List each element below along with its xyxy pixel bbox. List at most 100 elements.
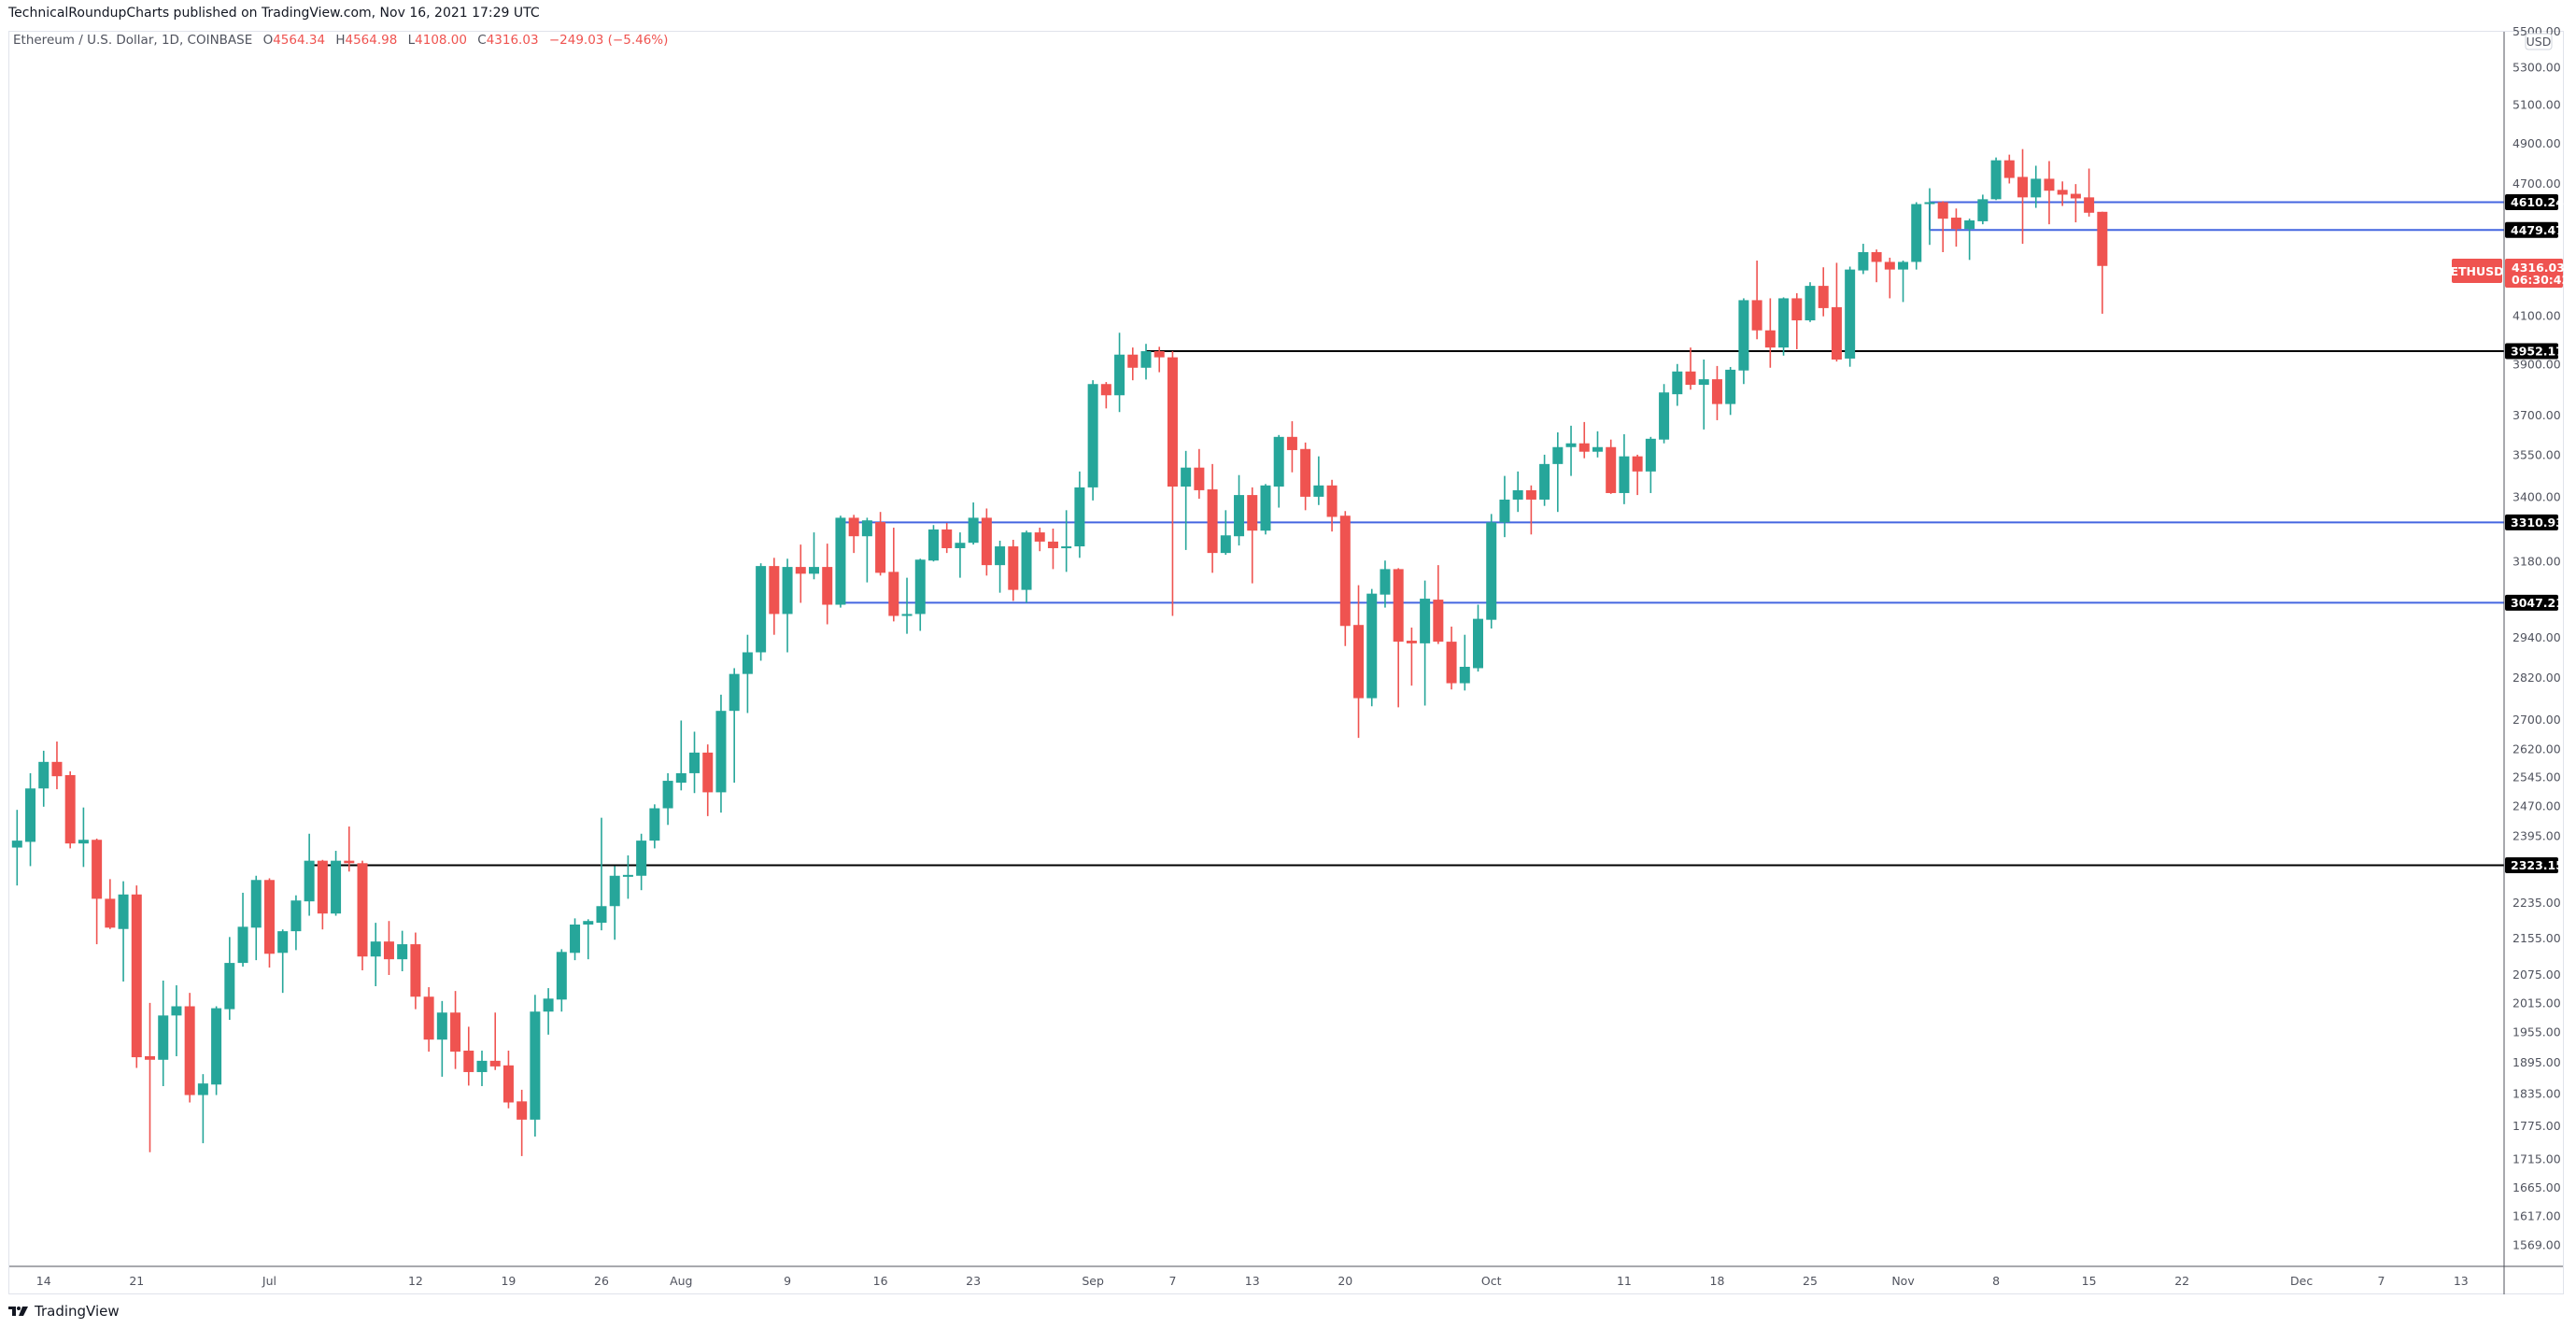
candle-body bbox=[2084, 197, 2095, 213]
candle-bullish bbox=[1672, 363, 1683, 406]
time-tick-label: 7 bbox=[2377, 1274, 2385, 1288]
candle-body bbox=[1339, 516, 1351, 627]
candle-body bbox=[583, 921, 594, 925]
candle-bullish bbox=[756, 563, 767, 661]
candle-bullish bbox=[1234, 474, 1245, 546]
candle-bearish bbox=[2097, 211, 2108, 314]
level-price-label: 2323.15 bbox=[2505, 856, 2564, 873]
time-tick-label: 11 bbox=[1617, 1274, 1632, 1288]
candle-body bbox=[1100, 384, 1111, 396]
candle-bullish bbox=[1273, 434, 1284, 508]
price-tick-label: 3400.00 bbox=[2512, 489, 2561, 503]
candle-body bbox=[530, 1011, 541, 1120]
time-tick-label: 23 bbox=[966, 1274, 981, 1288]
candle-bullish bbox=[1087, 380, 1098, 501]
candle-bearish bbox=[1207, 463, 1218, 573]
candle-body bbox=[436, 1012, 447, 1040]
candle-bearish bbox=[1167, 351, 1178, 616]
ohlc-legend: Ethereum / U.S. Dollar, 1D, COINBASE O45… bbox=[13, 33, 668, 48]
candle-bearish bbox=[1632, 454, 1643, 496]
price-tick-label: 2940.00 bbox=[2512, 630, 2561, 644]
candle-body bbox=[1353, 625, 1365, 699]
horizontal-levels bbox=[309, 201, 2504, 867]
candle-bearish bbox=[1791, 292, 1803, 349]
candle-bullish bbox=[237, 892, 248, 968]
candle-bearish bbox=[1286, 421, 1297, 473]
candle-body bbox=[1911, 204, 1922, 262]
candle-body bbox=[197, 1083, 208, 1095]
candle-bullish bbox=[861, 517, 872, 583]
time-tick-label: Aug bbox=[670, 1274, 692, 1288]
candle-body bbox=[476, 1060, 488, 1072]
time-tick-label: Jul bbox=[262, 1274, 276, 1288]
candle-bearish bbox=[51, 742, 63, 790]
price-tick-label: 1955.00 bbox=[2512, 1025, 2561, 1039]
candle-body bbox=[64, 774, 76, 844]
candle-body bbox=[1898, 261, 1909, 270]
candle-body bbox=[1167, 357, 1178, 487]
usd-currency-badge[interactable]: USD bbox=[2525, 33, 2553, 50]
candle-bearish bbox=[1818, 267, 1829, 317]
candle-body bbox=[570, 924, 581, 954]
candle-body bbox=[1154, 351, 1165, 358]
candle-bullish bbox=[675, 720, 686, 791]
candle-body bbox=[1698, 379, 1709, 386]
candle-bullish bbox=[78, 807, 89, 868]
candle-body bbox=[277, 931, 289, 954]
candle-bullish bbox=[1659, 384, 1670, 444]
tradingview-logo[interactable]: TradingView bbox=[8, 1303, 120, 1320]
candle-bullish bbox=[1140, 344, 1152, 380]
candle-body bbox=[861, 520, 872, 537]
candle-bullish bbox=[729, 668, 740, 784]
candle-body bbox=[1764, 330, 1776, 348]
time-tick-label: 8 bbox=[1992, 1274, 2000, 1288]
candle-bullish bbox=[1619, 433, 1630, 504]
price-axis[interactable]: 5500.005300.005100.004900.004700.004100.… bbox=[2512, 24, 2561, 1251]
candle-body bbox=[1565, 443, 1577, 447]
candle-bearish bbox=[2003, 154, 2015, 184]
candle-body bbox=[1725, 369, 1736, 404]
candle-body bbox=[702, 752, 714, 793]
candle-body bbox=[331, 860, 342, 914]
candle-bullish bbox=[397, 930, 408, 972]
time-tick-label: 15 bbox=[2082, 1274, 2097, 1288]
candle-bullish bbox=[901, 577, 913, 634]
candle-bullish bbox=[1074, 471, 1085, 558]
time-tick-label: 13 bbox=[1245, 1274, 1260, 1288]
candle-body bbox=[596, 906, 607, 924]
candle-bearish bbox=[1751, 261, 1762, 340]
candle-bearish bbox=[2017, 148, 2029, 245]
candle-body bbox=[1884, 261, 1895, 270]
currency-label: USD bbox=[2526, 35, 2552, 49]
price-tick-label: 2155.00 bbox=[2512, 931, 2561, 945]
candle-body bbox=[556, 952, 567, 1000]
candle-body bbox=[1791, 298, 1803, 321]
candle-body bbox=[1831, 306, 1842, 360]
candle-body bbox=[1473, 618, 1483, 669]
candle-bearish bbox=[489, 1012, 501, 1070]
candle-bullish bbox=[1061, 510, 1072, 572]
candle-bullish bbox=[649, 804, 660, 849]
candle-bearish bbox=[383, 921, 394, 976]
price-tick-label: 5300.00 bbox=[2512, 61, 2561, 75]
candle-body bbox=[1964, 220, 1975, 230]
candle-bearish bbox=[1339, 511, 1351, 646]
candle-body bbox=[383, 941, 394, 960]
candle-body bbox=[1805, 286, 1816, 321]
candle-bullish bbox=[436, 1000, 447, 1077]
candle-body bbox=[1539, 463, 1550, 500]
candle-body bbox=[1525, 489, 1536, 500]
candle-body bbox=[901, 614, 913, 616]
time-tick-label: Dec bbox=[2290, 1274, 2313, 1288]
candle-body bbox=[463, 1051, 474, 1072]
candle-bullish bbox=[1738, 298, 1749, 385]
candle-bearish bbox=[1154, 346, 1165, 373]
candle-body bbox=[769, 566, 780, 615]
candle-body bbox=[1446, 642, 1457, 684]
candle-body bbox=[1140, 351, 1152, 368]
candle-body bbox=[1645, 438, 1656, 472]
time-axis[interactable]: 14 21 Jul 12 19 26 Aug 9 16 23 Sep 7 13 20 Oct 11 18 25 No… bbox=[36, 1274, 2469, 1288]
candle-bearish bbox=[1884, 257, 1895, 299]
time-tick-label: 9 bbox=[784, 1274, 791, 1288]
